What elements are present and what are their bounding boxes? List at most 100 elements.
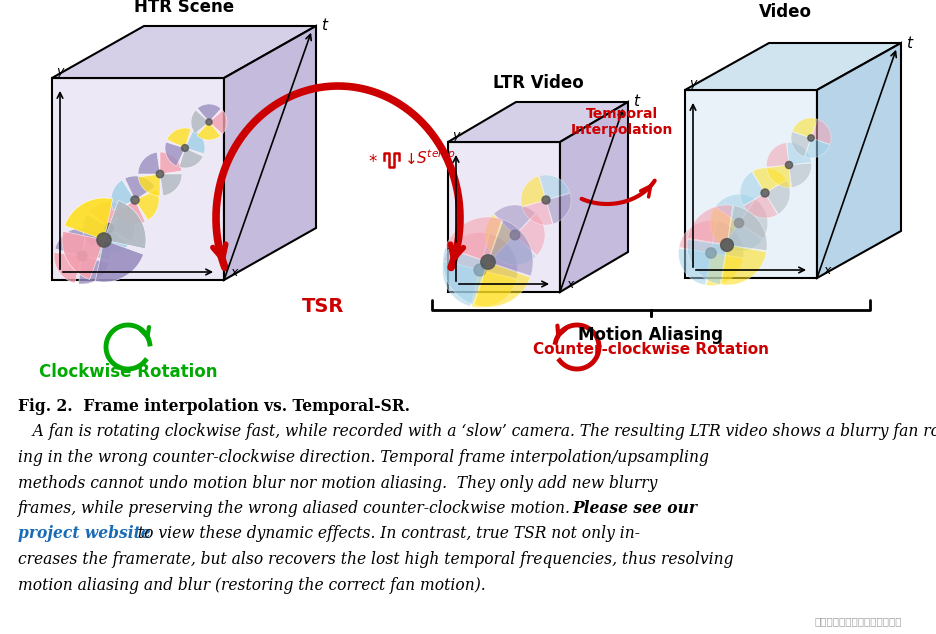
Polygon shape <box>54 252 82 283</box>
Circle shape <box>705 248 715 258</box>
Text: Interpolated
Video: Interpolated Video <box>725 0 842 21</box>
Text: methods cannot undo motion blur nor motion aliasing.  They only add new blurry: methods cannot undo motion blur nor moti… <box>18 474 657 491</box>
Circle shape <box>96 233 111 247</box>
Polygon shape <box>752 168 785 193</box>
Text: HTR Scene: HTR Scene <box>134 0 234 16</box>
Polygon shape <box>51 78 224 280</box>
Text: $*$: $*$ <box>368 151 377 169</box>
Polygon shape <box>83 214 109 248</box>
Polygon shape <box>124 176 155 200</box>
Polygon shape <box>488 220 533 276</box>
Text: Please see our: Please see our <box>571 500 696 517</box>
Polygon shape <box>104 200 146 249</box>
Polygon shape <box>764 181 789 214</box>
Polygon shape <box>139 174 160 196</box>
Polygon shape <box>739 172 764 205</box>
Polygon shape <box>493 205 534 235</box>
Polygon shape <box>721 245 766 285</box>
Polygon shape <box>62 231 104 280</box>
Polygon shape <box>191 110 209 134</box>
Polygon shape <box>686 240 726 285</box>
Polygon shape <box>110 180 135 210</box>
Text: x: x <box>565 278 573 290</box>
Text: motion aliasing and blur (restoring the correct fan motion).: motion aliasing and blur (restoring the … <box>18 576 485 593</box>
Polygon shape <box>224 26 315 280</box>
Polygon shape <box>560 102 627 292</box>
Polygon shape <box>485 214 515 256</box>
Polygon shape <box>197 104 221 122</box>
Polygon shape <box>209 110 227 134</box>
Polygon shape <box>115 200 145 224</box>
Polygon shape <box>687 205 732 245</box>
Polygon shape <box>706 253 742 285</box>
Polygon shape <box>723 223 762 252</box>
Polygon shape <box>811 119 830 144</box>
Text: creases the framerate, but also recovers the lost high temporal frequencies, thu: creases the framerate, but also recovers… <box>18 551 733 568</box>
Polygon shape <box>65 198 112 240</box>
Polygon shape <box>678 249 710 285</box>
Polygon shape <box>788 163 811 187</box>
Circle shape <box>182 145 188 152</box>
Polygon shape <box>546 193 570 224</box>
Polygon shape <box>786 143 811 165</box>
Circle shape <box>480 255 494 269</box>
Polygon shape <box>520 176 546 207</box>
Text: $\downarrow$: $\downarrow$ <box>402 153 417 167</box>
Polygon shape <box>479 234 517 278</box>
Text: y: y <box>56 65 64 79</box>
Polygon shape <box>684 43 900 90</box>
Text: x: x <box>230 266 238 278</box>
Polygon shape <box>167 128 191 148</box>
Polygon shape <box>679 221 715 253</box>
Text: Temporal
Interpolation: Temporal Interpolation <box>570 107 672 137</box>
Polygon shape <box>444 233 488 270</box>
Polygon shape <box>447 142 560 292</box>
Polygon shape <box>474 262 530 307</box>
Polygon shape <box>160 174 182 196</box>
Polygon shape <box>82 229 110 259</box>
Text: y: y <box>689 77 696 91</box>
Text: ing in the wrong counter-clockwise direction. Temporal frame interpolation/upsam: ing in the wrong counter-clockwise direc… <box>18 449 709 466</box>
Polygon shape <box>790 132 811 157</box>
Polygon shape <box>138 152 160 174</box>
Polygon shape <box>447 102 627 142</box>
Polygon shape <box>743 193 777 218</box>
Circle shape <box>720 238 733 252</box>
Circle shape <box>784 162 792 169</box>
Polygon shape <box>55 228 85 256</box>
Circle shape <box>77 251 87 261</box>
Text: y: y <box>452 129 460 143</box>
Polygon shape <box>816 43 900 278</box>
Polygon shape <box>89 202 123 228</box>
Text: project website: project website <box>18 526 151 543</box>
Circle shape <box>541 196 549 204</box>
Text: 工智能大模型讲师培训和询叶样: 工智能大模型讲师培训和询叶样 <box>813 616 901 626</box>
Text: A fan is rotating clockwise fast, while recorded with a ‘slow’ camera. The resul: A fan is rotating clockwise fast, while … <box>18 424 936 441</box>
Text: to view these dynamic effects. In contrast, true TSR not only in-: to view these dynamic effects. In contra… <box>133 526 639 543</box>
Circle shape <box>105 224 113 233</box>
Text: t: t <box>633 94 638 110</box>
Polygon shape <box>684 90 816 278</box>
Polygon shape <box>135 190 159 220</box>
Circle shape <box>474 264 486 276</box>
Polygon shape <box>515 214 545 256</box>
Text: LTR Video: LTR Video <box>492 74 583 92</box>
Circle shape <box>807 135 813 141</box>
Circle shape <box>734 218 743 228</box>
Polygon shape <box>443 248 488 304</box>
Polygon shape <box>726 205 767 250</box>
Polygon shape <box>197 122 220 140</box>
Text: x: x <box>823 264 830 276</box>
Polygon shape <box>739 200 767 238</box>
Polygon shape <box>709 207 739 247</box>
Polygon shape <box>109 208 135 242</box>
Polygon shape <box>79 256 109 284</box>
Polygon shape <box>804 138 829 158</box>
Polygon shape <box>766 165 790 188</box>
Polygon shape <box>179 148 203 168</box>
Text: t: t <box>905 36 911 51</box>
Polygon shape <box>184 130 205 154</box>
Polygon shape <box>521 200 552 225</box>
Polygon shape <box>471 270 516 307</box>
Polygon shape <box>442 262 479 306</box>
